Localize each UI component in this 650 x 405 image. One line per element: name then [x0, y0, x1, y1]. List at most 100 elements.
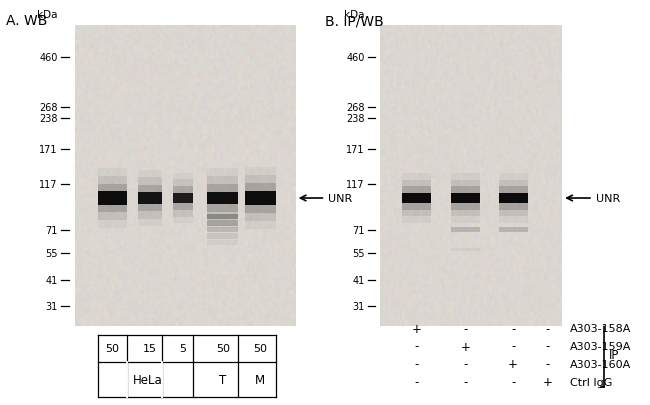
Text: 55: 55	[352, 249, 365, 258]
Bar	[451, 248, 480, 252]
Text: +: +	[508, 358, 518, 371]
Text: +: +	[461, 340, 471, 353]
Bar	[138, 205, 162, 212]
Bar	[499, 204, 528, 217]
Bar	[402, 180, 431, 193]
Text: 5: 5	[179, 343, 187, 354]
Text: -: -	[463, 375, 468, 388]
Bar	[451, 193, 480, 204]
Text: 41: 41	[46, 275, 58, 286]
Text: 50: 50	[216, 343, 230, 354]
Text: -: -	[511, 340, 515, 353]
Bar	[451, 204, 480, 223]
Bar	[173, 173, 193, 193]
Bar	[138, 185, 162, 192]
Bar	[98, 176, 127, 192]
Bar	[173, 180, 193, 193]
Text: 268: 268	[39, 103, 58, 113]
Text: -: -	[415, 340, 419, 353]
Bar	[98, 192, 127, 205]
Bar	[98, 168, 127, 192]
Bar	[451, 180, 480, 193]
Bar	[499, 193, 528, 204]
Text: A303-160A: A303-160A	[570, 359, 631, 369]
Text: kDa: kDa	[37, 11, 58, 20]
Bar	[245, 205, 276, 221]
Bar	[245, 205, 276, 213]
Bar	[207, 241, 239, 246]
Text: M: M	[255, 373, 265, 386]
Text: IP: IP	[608, 349, 619, 362]
Bar	[499, 174, 528, 193]
Bar	[499, 180, 528, 193]
Bar	[499, 187, 528, 193]
Text: 55: 55	[46, 249, 58, 258]
Bar	[138, 205, 162, 219]
Text: 117: 117	[346, 179, 365, 189]
Bar	[173, 193, 193, 204]
Text: HeLa: HeLa	[133, 373, 162, 386]
Bar	[207, 169, 239, 192]
Text: 238: 238	[346, 114, 365, 124]
Text: UNR: UNR	[595, 194, 620, 203]
Text: -: -	[545, 322, 550, 335]
Bar	[245, 184, 276, 192]
Bar	[98, 184, 127, 192]
Bar	[402, 204, 431, 210]
Text: B. IP/WB: B. IP/WB	[325, 14, 384, 28]
Text: 460: 460	[39, 53, 58, 63]
Bar	[173, 204, 193, 217]
Bar	[451, 228, 480, 232]
Text: -: -	[463, 358, 468, 371]
Text: -: -	[545, 358, 550, 371]
Bar	[207, 227, 239, 232]
Bar	[499, 204, 528, 223]
Text: -: -	[511, 375, 515, 388]
Bar	[138, 192, 162, 205]
Bar	[207, 205, 239, 213]
Text: kDa: kDa	[344, 11, 365, 20]
Bar	[451, 174, 480, 193]
Bar	[451, 204, 480, 217]
Bar	[451, 204, 480, 210]
Text: 117: 117	[39, 179, 58, 189]
Text: A. WB: A. WB	[6, 14, 48, 28]
Bar	[245, 192, 276, 205]
Bar	[173, 204, 193, 211]
Text: -: -	[511, 322, 515, 335]
Text: T: T	[219, 373, 226, 386]
Text: A303-158A: A303-158A	[570, 324, 631, 333]
Bar	[499, 204, 528, 210]
Bar	[207, 221, 239, 226]
Text: 171: 171	[346, 144, 365, 154]
Text: -: -	[545, 340, 550, 353]
Bar	[207, 214, 239, 220]
Bar	[402, 204, 431, 223]
Bar	[207, 205, 239, 228]
Bar	[98, 205, 127, 229]
Text: -: -	[415, 375, 419, 388]
Bar	[207, 184, 239, 192]
Text: +: +	[411, 322, 422, 335]
Text: +: +	[543, 375, 552, 388]
Text: Ctrl IgG: Ctrl IgG	[570, 377, 612, 387]
Bar	[245, 168, 276, 192]
Bar	[402, 187, 431, 193]
Bar	[138, 205, 162, 227]
Text: 31: 31	[46, 301, 58, 311]
Bar	[451, 187, 480, 193]
Bar	[207, 205, 239, 220]
Text: UNR: UNR	[328, 194, 352, 203]
Bar	[402, 174, 431, 193]
Bar	[402, 193, 431, 204]
Text: 71: 71	[46, 225, 58, 235]
Bar	[402, 204, 431, 217]
Bar	[245, 176, 276, 192]
Text: 71: 71	[352, 225, 365, 235]
Bar	[207, 234, 239, 239]
Text: 238: 238	[39, 114, 58, 124]
Text: 171: 171	[39, 144, 58, 154]
Bar	[173, 187, 193, 193]
Bar	[98, 205, 127, 213]
Text: 31: 31	[352, 301, 365, 311]
